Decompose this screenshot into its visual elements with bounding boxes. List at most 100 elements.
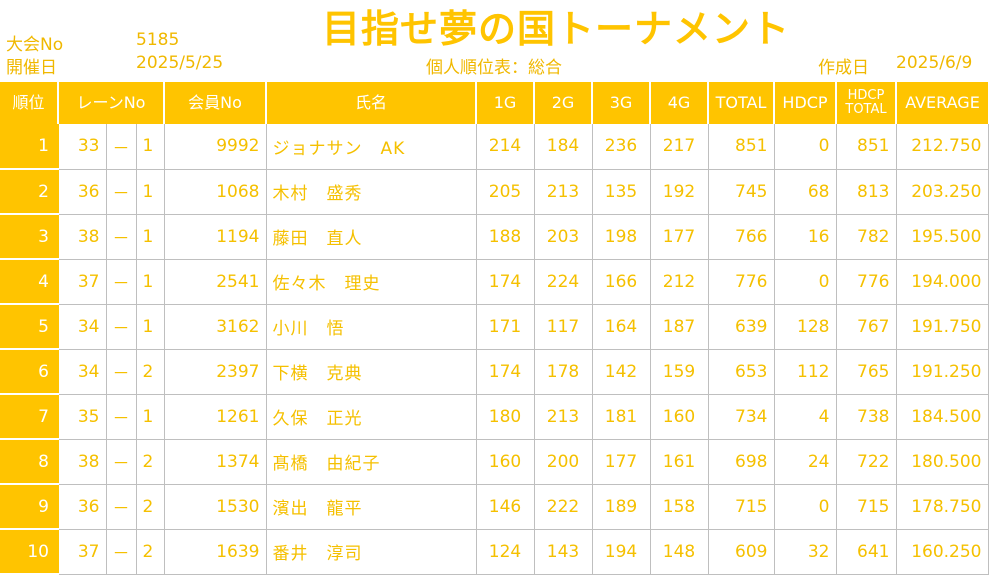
game4-cell: 187 (650, 304, 709, 350)
lane-sub-cell: 2 (136, 529, 165, 575)
hdcp-total-cell: 851 (836, 124, 897, 170)
ranking-table: 順位 レーンNo 会員No 氏名 1G 2G 3G 4G TOTAL HDCP … (0, 82, 989, 575)
lane-cell: 38 (58, 214, 107, 260)
tournament-no-label: 大会No (6, 35, 64, 55)
lane-cell: 33 (58, 124, 107, 170)
game2-cell: 143 (534, 529, 593, 575)
lane-sub-cell: 2 (136, 484, 165, 530)
lane-dash-cell: － (106, 169, 137, 215)
col-hdcp-total-line2: TOTAL (845, 102, 887, 117)
game2-cell: 213 (534, 394, 593, 440)
game3-cell: 194 (592, 529, 651, 575)
hdcp-total-cell: 767 (836, 304, 897, 350)
lane-sub-cell: 1 (136, 394, 165, 440)
game1-cell: 180 (476, 394, 535, 440)
game2-cell: 200 (534, 439, 593, 485)
col-lane-header: レーンNo (57, 82, 164, 124)
average-cell: 191.750 (896, 304, 989, 350)
average-cell: 195.500 (896, 214, 989, 260)
col-game1-header: 1G (475, 82, 534, 124)
hdcp-cell: 24 (774, 439, 837, 485)
lane-dash-cell: － (106, 439, 137, 485)
col-average-header: AVERAGE (895, 82, 988, 124)
total-cell: 609 (708, 529, 775, 575)
lane-sub-cell: 2 (136, 349, 165, 395)
game1-cell: 160 (476, 439, 535, 485)
game3-cell: 177 (592, 439, 651, 485)
table-row: 7 35 － 1 1261 久保 正光 180 213 181 160 734 4 738 184.500 (0, 394, 989, 440)
player-name-cell: 番井 淳司 (266, 529, 477, 575)
hdcp-cell: 0 (774, 259, 837, 305)
rank-cell: 6 (0, 349, 59, 395)
rank-cell: 4 (0, 259, 59, 305)
hdcp-total-cell: 765 (836, 349, 897, 395)
event-date-label: 開催日 (6, 58, 57, 78)
game4-cell: 160 (650, 394, 709, 440)
total-cell: 851 (708, 124, 775, 170)
game4-cell: 158 (650, 484, 709, 530)
lane-dash-cell: － (106, 394, 137, 440)
member-no-cell: 1374 (164, 439, 267, 485)
tournament-no: 5185 (136, 30, 180, 50)
lane-cell: 37 (58, 529, 107, 575)
average-cell: 180.500 (896, 439, 989, 485)
rank-cell: 10 (0, 529, 59, 575)
lane-dash-cell: － (106, 259, 137, 305)
table-header-row: 順位 レーンNo 会員No 氏名 1G 2G 3G 4G TOTAL HDCP … (0, 82, 988, 124)
game3-cell: 164 (592, 304, 651, 350)
page-title: 目指せ夢の国トーナメント (322, 7, 791, 51)
rank-cell: 2 (0, 169, 59, 215)
lane-sub-cell: 1 (136, 124, 165, 170)
rank-cell: 8 (0, 439, 59, 485)
game1-cell: 174 (476, 259, 535, 305)
game1-cell: 188 (476, 214, 535, 260)
hdcp-total-cell: 776 (836, 259, 897, 305)
table-row: 8 38 － 2 1374 髙橋 由紀子 160 200 177 161 698 24 722 180.5… (0, 439, 989, 485)
hdcp-cell: 4 (774, 394, 837, 440)
col-game4-header: 4G (649, 82, 708, 124)
hdcp-total-cell: 715 (836, 484, 897, 530)
total-cell: 734 (708, 394, 775, 440)
game4-cell: 148 (650, 529, 709, 575)
col-hdcp-header: HDCP (773, 82, 836, 124)
lane-sub-cell: 1 (136, 169, 165, 215)
total-cell: 715 (708, 484, 775, 530)
lane-sub-cell: 1 (136, 259, 165, 305)
table-row: 5 34 － 1 3162 小川 悟 171 117 164 187 639 128 767 191.75… (0, 304, 989, 350)
col-game2-header: 2G (533, 82, 592, 124)
member-no-cell: 2541 (164, 259, 267, 305)
average-cell: 191.250 (896, 349, 989, 395)
table-row: 2 36 － 1 1068 木村 盛秀 205 213 135 192 745 68 813 203.25… (0, 169, 989, 215)
col-rank-header: 順位 (0, 82, 58, 124)
game2-cell: 224 (534, 259, 593, 305)
member-no-cell: 3162 (164, 304, 267, 350)
game2-cell: 213 (534, 169, 593, 215)
game3-cell: 236 (592, 124, 651, 170)
rank-cell: 5 (0, 304, 59, 350)
event-date: 2025/5/25 (136, 53, 224, 73)
hdcp-cell: 16 (774, 214, 837, 260)
hdcp-cell: 0 (774, 484, 837, 530)
hdcp-total-cell: 813 (836, 169, 897, 215)
game1-cell: 214 (476, 124, 535, 170)
col-hdcp-total-header: HDCP TOTAL (835, 82, 896, 124)
game2-cell: 178 (534, 349, 593, 395)
game4-cell: 159 (650, 349, 709, 395)
lane-cell: 34 (58, 304, 107, 350)
hdcp-cell: 128 (774, 304, 837, 350)
average-cell: 194.000 (896, 259, 989, 305)
game2-cell: 222 (534, 484, 593, 530)
total-cell: 776 (708, 259, 775, 305)
total-cell: 698 (708, 439, 775, 485)
table-row: 4 37 － 1 2541 佐々木 理史 174 224 166 212 776 0 776 194.00… (0, 259, 989, 305)
lane-cell: 34 (58, 349, 107, 395)
player-name-cell: 濱出 龍平 (266, 484, 477, 530)
rank-cell: 7 (0, 394, 59, 440)
player-name-cell: 小川 悟 (266, 304, 477, 350)
lane-sub-cell: 1 (136, 214, 165, 260)
member-no-cell: 9992 (164, 124, 267, 170)
game2-cell: 184 (534, 124, 593, 170)
lane-dash-cell: － (106, 529, 137, 575)
hdcp-total-cell: 641 (836, 529, 897, 575)
col-member-header: 会員No (163, 82, 266, 124)
